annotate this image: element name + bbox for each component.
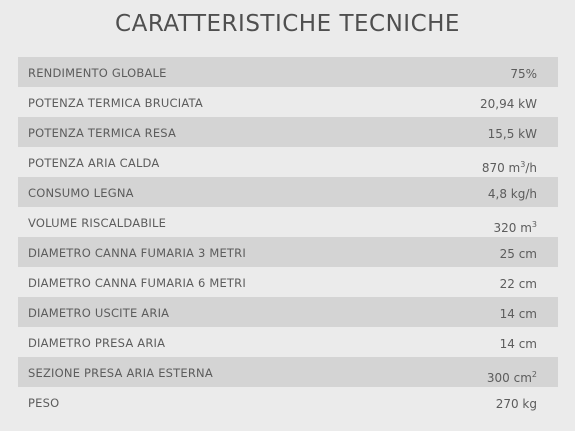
- spec-label: DIAMETRO CANNA FUMARIA 6 METRI: [28, 276, 246, 290]
- spec-row-potenza-bruciata: POTENZA TERMICA BRUCIATA 20,94 kW: [18, 87, 558, 117]
- spec-label: VOLUME RISCALDABILE: [28, 216, 167, 230]
- spec-row-canna-6m: DIAMETRO CANNA FUMARIA 6 METRI 22 cm: [18, 267, 558, 297]
- spec-value: 20,94 kW: [480, 97, 537, 111]
- spec-value: 270 kg: [495, 397, 537, 411]
- spec-row-volume: VOLUME RISCALDABILE 320 m3: [18, 207, 558, 237]
- page-title: CARATTERISTICHE TECNICHE: [115, 11, 460, 37]
- spec-label: POTENZA ARIA CALDA: [28, 156, 160, 170]
- spec-label: DIAMETRO PRESA ARIA: [28, 336, 166, 350]
- spec-value: 25 cm: [499, 247, 537, 261]
- spec-row-aria-calda: POTENZA ARIA CALDA 870 m3/h: [18, 147, 558, 177]
- spec-value: 22 cm: [499, 277, 537, 291]
- spec-label: POTENZA TERMICA BRUCIATA: [28, 96, 203, 110]
- spec-row-rendimento: RENDIMENTO GLOBALE 75%: [18, 57, 558, 87]
- spec-row-peso: PESO 270 kg: [18, 387, 558, 417]
- spec-value: 320 m3: [493, 220, 537, 236]
- spec-label: CONSUMO LEGNA: [28, 186, 134, 200]
- spec-value: 15,5 kW: [487, 127, 537, 141]
- spec-label: DIAMETRO USCITE ARIA: [28, 306, 170, 320]
- spec-label: POTENZA TERMICA RESA: [28, 126, 177, 140]
- spec-row-uscite-aria: DIAMETRO USCITE ARIA 14 cm: [18, 297, 558, 327]
- spec-value: 300 cm2: [486, 370, 537, 386]
- spec-value: 870 m3/h: [481, 160, 537, 176]
- spec-row-consumo-legna: CONSUMO LEGNA 4,8 kg/h: [18, 177, 558, 207]
- spec-row-presa-esterna: SEZIONE PRESA ARIA ESTERNA 300 cm2: [18, 357, 558, 387]
- spec-table: RENDIMENTO GLOBALE 75% POTENZA TERMICA B…: [18, 57, 558, 417]
- spec-row-canna-3m: DIAMETRO CANNA FUMARIA 3 METRI 25 cm: [18, 237, 558, 267]
- spec-label: SEZIONE PRESA ARIA ESTERNA: [28, 366, 213, 380]
- spec-value: 14 cm: [499, 307, 537, 321]
- spec-value: 14 cm: [499, 337, 537, 351]
- spec-row-presa-aria: DIAMETRO PRESA ARIA 14 cm: [18, 327, 558, 357]
- spec-row-potenza-resa: POTENZA TERMICA RESA 15,5 kW: [18, 117, 558, 147]
- spec-label: DIAMETRO CANNA FUMARIA 3 METRI: [28, 246, 246, 260]
- spec-label: PESO: [28, 396, 60, 410]
- spec-value: 75%: [510, 67, 537, 81]
- spec-label: RENDIMENTO GLOBALE: [28, 66, 167, 80]
- spec-value: 4,8 kg/h: [487, 187, 537, 201]
